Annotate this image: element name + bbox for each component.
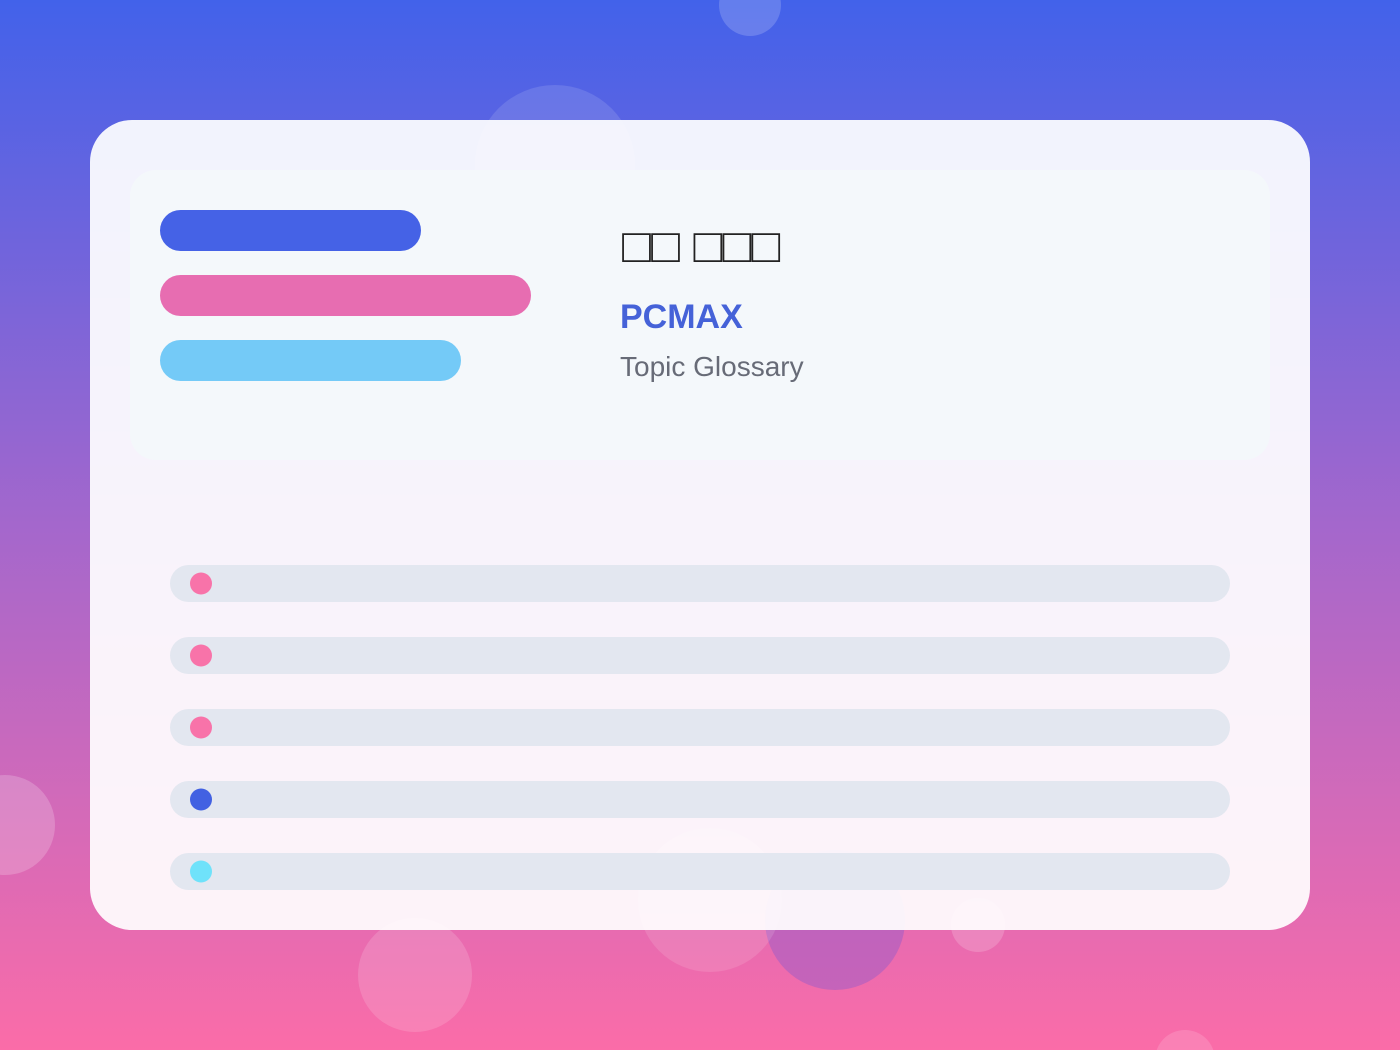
subtitle: Topic Glossary: [620, 351, 804, 382]
row-dot: [190, 572, 212, 595]
list-row: [170, 565, 1230, 602]
row-dot: [190, 788, 212, 811]
row-dot: [190, 716, 212, 739]
row-dot: [190, 644, 212, 667]
list-row: [170, 709, 1230, 746]
list-row: [170, 781, 1230, 818]
list-row: [170, 637, 1230, 674]
decor-circle: [0, 775, 55, 875]
list-row: [170, 853, 1230, 890]
accent-bar: [160, 275, 531, 316]
decor-circle: [358, 918, 472, 1032]
accent-bar: [160, 340, 461, 381]
row-dot: [190, 860, 212, 883]
brand: PCMAX: [620, 298, 743, 336]
accent-bar: [160, 210, 421, 251]
list: [170, 565, 1230, 890]
decor-circle: [1156, 1030, 1214, 1050]
header-title: □□ □□□: [622, 220, 780, 273]
decor-circle: [719, 0, 781, 36]
